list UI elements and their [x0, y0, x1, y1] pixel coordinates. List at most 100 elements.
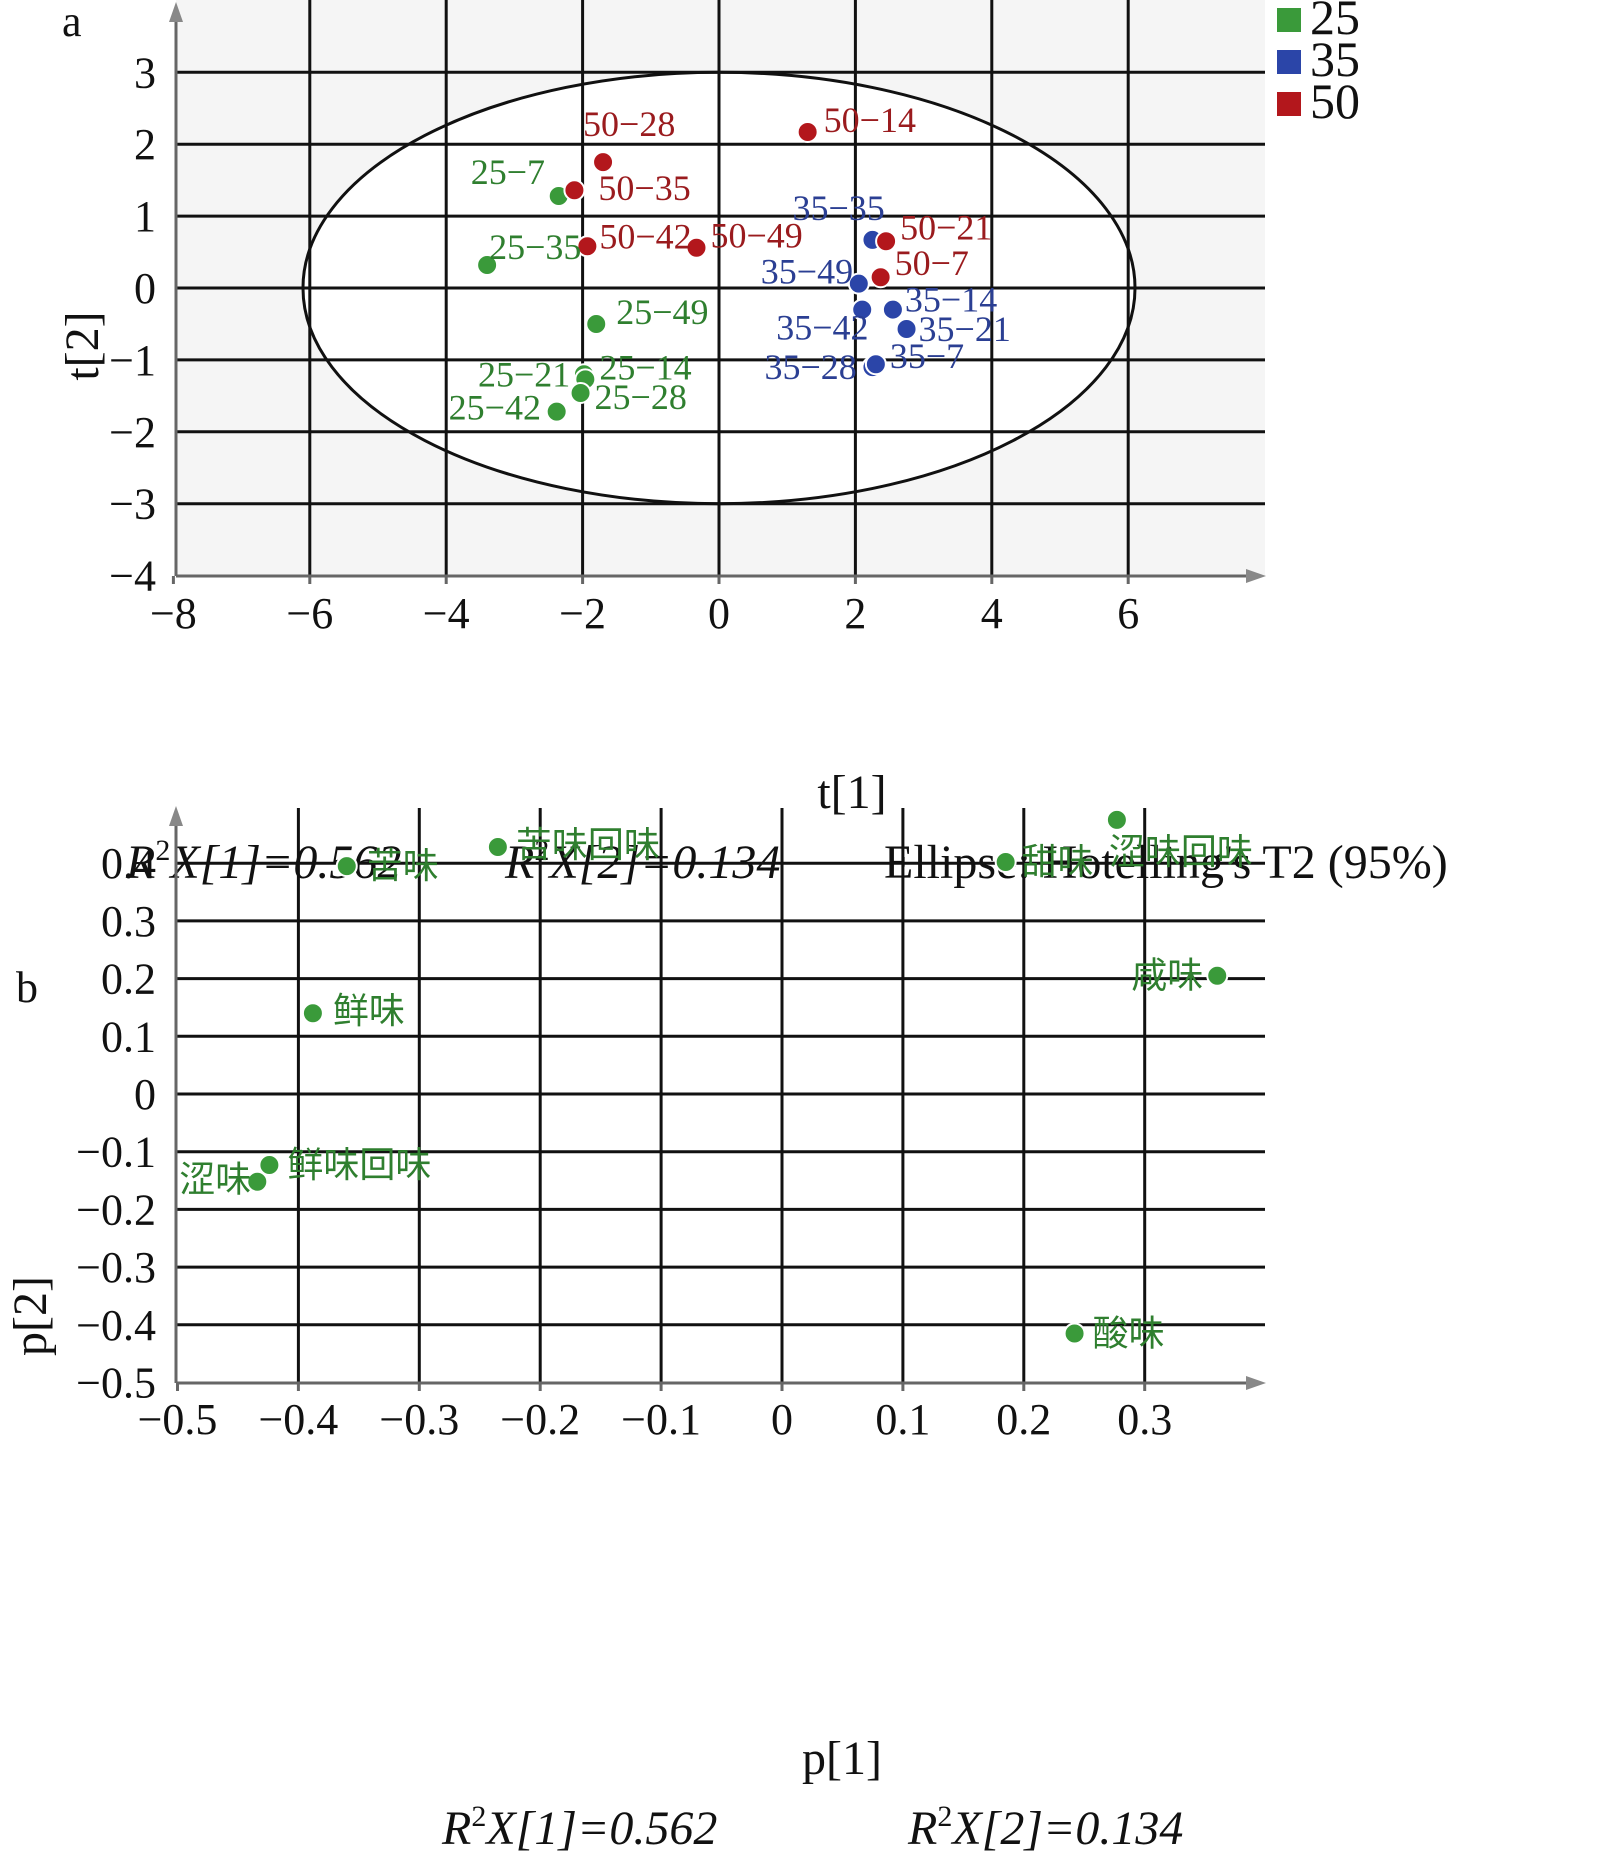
point-苦味: [335, 855, 358, 878]
point-label-50−21: 50−21: [900, 207, 992, 247]
r2x2-sup-a: 2: [534, 834, 549, 867]
point-label-咸味: 咸味: [1131, 956, 1203, 996]
y-tick-b-1: 0.3: [101, 897, 156, 946]
x-tick-a-1: −6: [286, 589, 333, 638]
plot-a-gridlines: [176, 0, 1265, 576]
y-tick-b-3: 0.1: [101, 1012, 156, 1061]
point-label-50−35: 50−35: [598, 168, 690, 208]
y-tick-a-4: −1: [109, 336, 156, 385]
legend-swatch-25: [1277, 8, 1301, 32]
point-label-鲜味: 鲜味: [333, 991, 405, 1031]
point-50−35: [563, 179, 586, 202]
point-label-50−7: 50−7: [895, 243, 969, 283]
r2x1-prefix-b: R: [441, 1802, 471, 1855]
x-axis-title-a: t[1]: [817, 766, 886, 819]
y-tick-b-4: 0: [134, 1070, 156, 1119]
point-涩味: [246, 1170, 269, 1193]
point-50−49: [685, 236, 708, 259]
x-tick-a-0: −8: [150, 589, 197, 638]
point-50−7: [869, 266, 892, 289]
legend-swatch-50: [1277, 92, 1301, 116]
point-label-25−28: 25−28: [595, 377, 687, 417]
point-label-50−42: 50−42: [599, 216, 691, 256]
point-35−14: [881, 298, 904, 321]
y-tick-b-8: −0.4: [76, 1301, 156, 1350]
point-label-涩味回味: 涩味回味: [1109, 832, 1253, 872]
x-tick-b-8: 0.3: [1117, 1395, 1172, 1444]
y-tick-b-0: 0.4: [101, 839, 156, 888]
footer-a: R2X[1]=0.562: [125, 834, 401, 889]
panel-b-chart: −0.5 −0.4 −0.3 −0.2 −0.1 0 0.1 0.2 0.3 0.4 0.3 0.2 0…: [4, 806, 1266, 1855]
point-label-甜味: 甜味: [1022, 842, 1094, 882]
x-tick-b-0: −0.5: [138, 1395, 218, 1444]
plot-b-tick-labels: −0.5 −0.4 −0.3 −0.2 −0.1 0 0.1 0.2 0.3 0.4 0.3 0.2 0…: [76, 839, 1172, 1444]
panel-letter-b: b: [16, 963, 38, 1012]
y-tick-a-6: −3: [109, 480, 156, 529]
point-35−49: [847, 272, 870, 295]
point-35−42: [851, 298, 874, 321]
y-tick-b-2: 0.2: [101, 955, 156, 1004]
point-label-25−42: 25−42: [449, 388, 541, 428]
point-50−21: [875, 230, 898, 253]
legend-swatch-35: [1277, 50, 1301, 74]
y-tick-a-2: 1: [134, 192, 156, 241]
point-25−49: [585, 312, 608, 335]
point-label-酸味: 酸味: [1093, 1313, 1165, 1353]
point-酸味: [1063, 1322, 1086, 1345]
x-tick-a-3: −2: [559, 589, 606, 638]
point-label-25−49: 25−49: [616, 292, 708, 332]
footer-b-2: R2X[2]=0.134: [907, 1800, 1183, 1855]
point-鲜味回味: [258, 1153, 281, 1176]
y-tick-a-3: 0: [134, 264, 156, 313]
footer-b: R2X[1]=0.562: [441, 1800, 717, 1855]
x-axis-arrow-b: [1246, 1376, 1266, 1390]
point-label-鲜味回味: 鲜味回味: [287, 1145, 431, 1185]
y-tick-a-5: −2: [109, 408, 156, 457]
r2x2-sup-b: 2: [937, 1800, 952, 1833]
r2x1-sup-b: 2: [471, 1800, 486, 1833]
point-label-苦味回味: 苦味回味: [516, 825, 660, 865]
point-35−7: [864, 353, 887, 376]
point-label-35−42: 35−42: [776, 308, 868, 348]
x-tick-a-4: 0: [708, 589, 730, 638]
point-35−21: [895, 317, 918, 340]
r2x1-sup-a: 2: [155, 834, 170, 867]
x-tick-a-2: −4: [423, 589, 470, 638]
legend-label-50: 50: [1310, 73, 1360, 129]
point-25−42: [545, 400, 568, 423]
point-label-50−28: 50−28: [583, 104, 675, 144]
point-25−35: [476, 253, 499, 276]
plot-b-axes: [169, 806, 1266, 1391]
y-tick-a-0: 3: [134, 48, 156, 97]
x-axis-title-b: p[1]: [802, 1732, 882, 1785]
plot-a-tick-labels: −8 −6 −4 −2 0 2 4 6 3 2 1 0 −1 −2 −3 −4: [109, 48, 1139, 638]
plot-b-points: [246, 808, 1229, 1345]
y-tick-b-7: −0.3: [76, 1243, 156, 1292]
y-tick-b-9: −0.5: [76, 1359, 156, 1408]
point-鲜味: [301, 1002, 324, 1025]
r2x2-suffix-b: X[2]=0.134: [950, 1802, 1183, 1855]
plot-a-points: [476, 120, 918, 423]
x-tick-a-5: 2: [844, 589, 866, 638]
point-涩味回味: [1105, 808, 1128, 831]
x-tick-b-5: 0: [771, 1395, 793, 1444]
y-axis-title-a: t[2]: [56, 311, 109, 380]
x-tick-b-7: 0.2: [996, 1395, 1051, 1444]
point-label-35−49: 35−49: [761, 252, 853, 292]
point-label-35−7: 35−7: [890, 336, 964, 376]
plot-a-axes: [169, 2, 1266, 584]
point-50−28: [592, 151, 615, 174]
x-tick-a-7: 6: [1117, 589, 1139, 638]
point-label-35−35: 35−35: [792, 188, 884, 228]
point-label-25−21: 25−21: [478, 354, 570, 394]
y-tick-a-7: −4: [109, 552, 156, 601]
y-axis-arrow-a: [169, 2, 183, 22]
point-label-35−28: 35−28: [764, 347, 856, 387]
point-label-25−35: 25−35: [489, 227, 581, 267]
legend-label-35: 35: [1310, 31, 1360, 87]
x-tick-b-1: −0.4: [258, 1395, 338, 1444]
